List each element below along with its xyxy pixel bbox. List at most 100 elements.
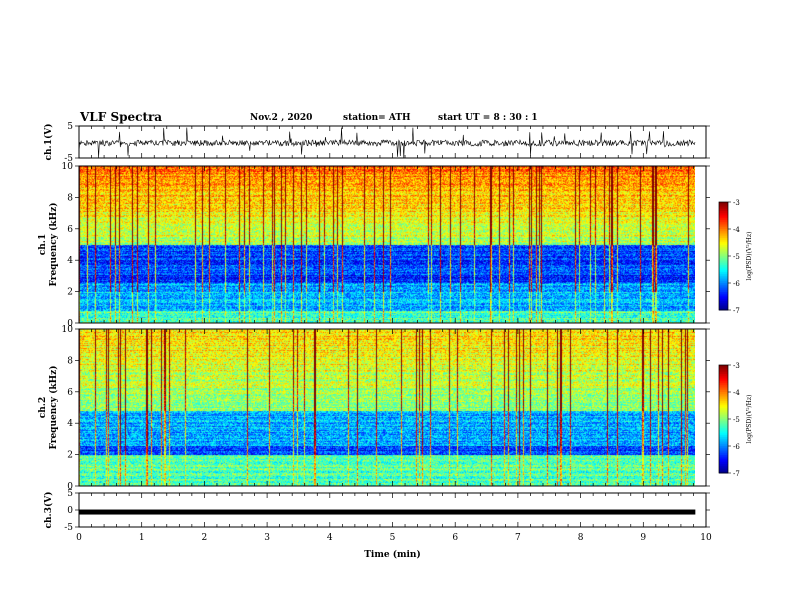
- colorbar-cell: [719, 410, 728, 413]
- colorbar-cell: [719, 250, 728, 253]
- colorbar-tick-label: -5: [733, 253, 740, 261]
- colorbar-cell: [719, 299, 728, 302]
- colorbar-cell: [719, 419, 728, 422]
- colorbar-tick-label: -3: [733, 199, 740, 207]
- colorbar-cell: [719, 225, 728, 228]
- colorbar-cell: [719, 203, 728, 207]
- colorbar-cell: [719, 234, 728, 237]
- colorbar-cell: [719, 377, 728, 380]
- y-tick-label: 6: [67, 225, 73, 235]
- colorbar-cell: [719, 437, 728, 440]
- colorbar-cell: [719, 265, 728, 268]
- ch1-waveform-ylabel: ch.1(V): [43, 124, 54, 161]
- colorbar-cell: [719, 277, 728, 280]
- colorbar-cell: [719, 453, 728, 456]
- colorbar-cell: [719, 411, 728, 415]
- y-tick-label: 5: [67, 122, 73, 132]
- colorbar-tick-label: -4: [733, 226, 740, 234]
- x-axis-label: Time (min): [364, 549, 421, 560]
- colorbar-cell: [719, 444, 728, 447]
- colorbar-cell: [719, 245, 728, 248]
- figure-title: VLF Spectra: [80, 110, 163, 124]
- colorbar-cell: [719, 304, 728, 307]
- colorbar-cell: [719, 232, 728, 235]
- colorbar-cell: [719, 290, 728, 293]
- colorbar-tick-label: -7: [733, 470, 740, 478]
- colorbar-cell: [719, 229, 728, 232]
- x-tick-label: 4: [327, 533, 333, 543]
- colorbar-label: log(PSD)(V²/Hz): [746, 232, 753, 281]
- colorbar-cell: [719, 433, 728, 436]
- colorbar-cell: [719, 429, 728, 433]
- ch3-waveform-ylabel: ch.3(V): [43, 492, 54, 529]
- x-tick-label: 10: [700, 533, 712, 543]
- colorbar-cell: [719, 440, 728, 443]
- colorbar-cell: [719, 275, 728, 279]
- colorbar-cell: [719, 263, 728, 266]
- colorbar-label: log(PSD)(V²/Hz): [746, 395, 753, 444]
- colorbar-tick-label: -7: [733, 307, 740, 315]
- colorbar-cell: [719, 368, 728, 371]
- y-tick-label: -5: [64, 523, 73, 533]
- colorbar-cell: [719, 375, 728, 379]
- colorbar-cell: [719, 370, 728, 373]
- colorbar-cell: [719, 209, 728, 212]
- colorbar-cell: [719, 301, 728, 304]
- colorbar-cell: [719, 408, 728, 411]
- colorbar-cell: [719, 306, 728, 309]
- colorbar-cell: [719, 281, 728, 284]
- ch1-spectrogram-image: [79, 166, 695, 323]
- y-tick-label: 8: [67, 193, 73, 203]
- ch3-waveform-trace: [79, 509, 696, 515]
- colorbar-cell: [719, 216, 728, 219]
- y-tick-label: 0: [67, 506, 73, 516]
- colorbar-cell: [719, 424, 728, 427]
- colorbar-cell: [719, 366, 728, 370]
- colorbar-cell: [719, 218, 728, 221]
- colorbar-cell: [719, 404, 728, 407]
- x-tick-label: 9: [640, 533, 646, 543]
- colorbar-cell: [719, 202, 728, 205]
- colorbar-cell: [719, 395, 728, 398]
- x-tick-label: 3: [264, 533, 270, 543]
- colorbar-cell: [719, 227, 728, 230]
- colorbar-cell: [719, 295, 728, 298]
- colorbar-cell: [719, 401, 728, 404]
- ch2-spectrogram-ylabel-freq: Frequency (kHz): [48, 365, 59, 449]
- ch1-waveform-trace: [78, 127, 696, 158]
- colorbar-cell: [719, 257, 728, 261]
- colorbar-cell: [719, 205, 728, 208]
- colorbar-cell: [719, 302, 728, 306]
- colorbar-tick-label: -3: [733, 362, 740, 370]
- y-tick-label: 10: [62, 162, 74, 172]
- y-tick-label: 10: [62, 325, 74, 335]
- colorbar-cell: [719, 272, 728, 275]
- x-tick-label: 1: [139, 533, 145, 543]
- colorbar-cell: [719, 417, 728, 420]
- date-label: Nov.2 , 2020: [250, 113, 313, 123]
- colorbar-cell: [719, 248, 728, 252]
- start-time-label: start UT = 8 : 30 : 1: [438, 113, 538, 123]
- y-tick-label: 0: [67, 319, 73, 329]
- colorbar-cell: [719, 241, 728, 244]
- colorbar-tick-label: -5: [733, 416, 740, 424]
- y-tick-label: 5: [67, 489, 73, 499]
- x-tick-label: 0: [76, 533, 82, 543]
- colorbar-cell: [719, 458, 728, 461]
- colorbar-cell: [719, 460, 728, 463]
- x-tick-label: 5: [390, 533, 396, 543]
- colorbar-cell: [719, 221, 728, 225]
- colorbar-cell: [719, 283, 728, 286]
- y-tick-label: 2: [67, 451, 73, 461]
- colorbar-cell: [719, 446, 728, 449]
- y-tick-label: 4: [67, 419, 73, 429]
- colorbar-cell: [719, 397, 728, 400]
- colorbar-cell: [719, 471, 728, 474]
- colorbar-cell: [719, 413, 728, 416]
- colorbar-cell: [719, 379, 728, 382]
- colorbar-cell: [719, 308, 728, 311]
- station-label: station= ATH: [343, 113, 411, 123]
- y-tick-label: 0: [67, 482, 73, 492]
- colorbar-cell: [719, 384, 728, 388]
